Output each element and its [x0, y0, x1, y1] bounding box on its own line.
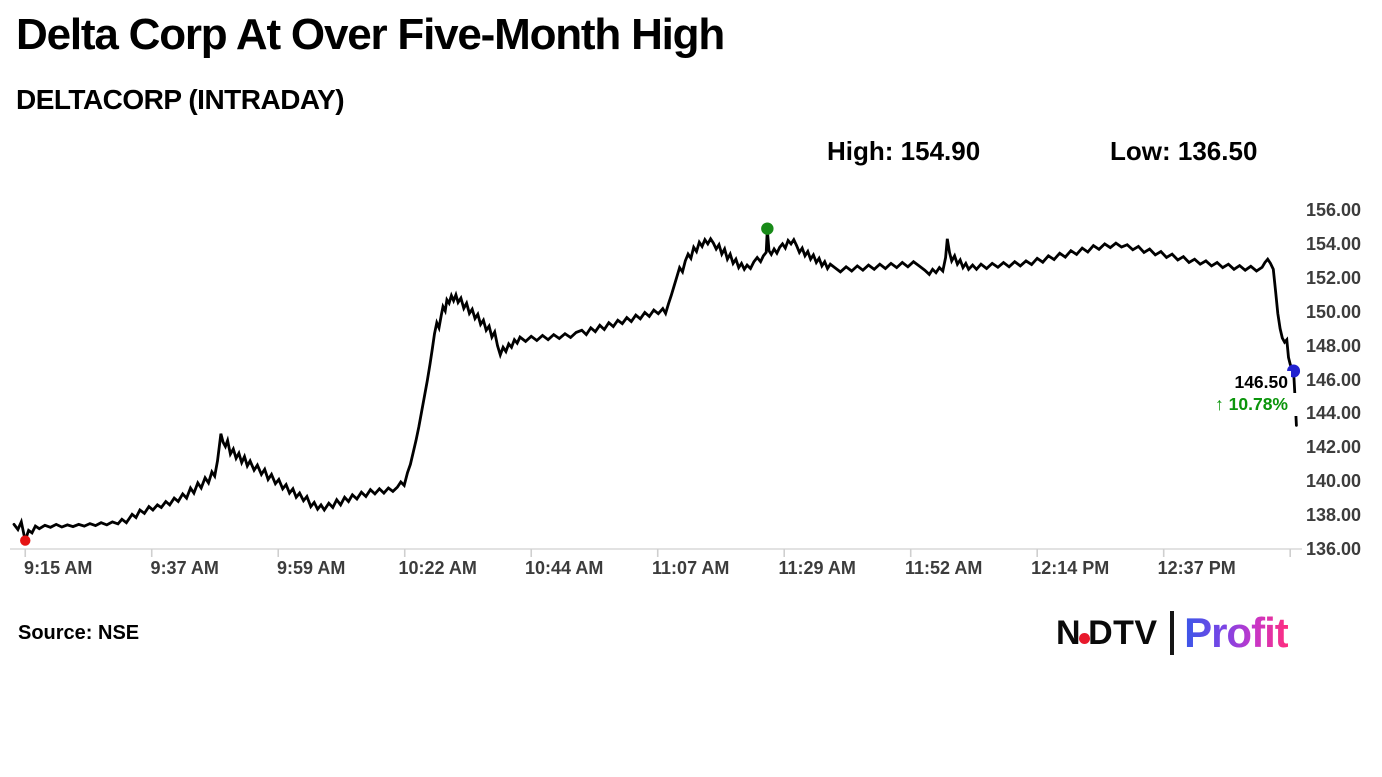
logo-separator [1169, 611, 1175, 655]
x-tick-label: 9:59 AM [277, 558, 346, 578]
ndtv-red-dot-icon [1079, 632, 1091, 644]
high-label: High: [827, 136, 894, 166]
x-axis-ticks [24, 549, 1291, 557]
price-line-series [12, 229, 1298, 546]
y-tick-label: 142.00 [1306, 437, 1362, 458]
high-value: 154.90 [900, 136, 981, 166]
page-title: Delta Corp At Over Five-Month High [16, 10, 725, 59]
x-tick-label: 9:37 AM [150, 558, 219, 578]
x-tick-label: 10:22 AM [398, 558, 477, 578]
up-arrow-icon: ↑ [1215, 394, 1224, 414]
x-tick-label: 10:44 AM [525, 558, 604, 578]
source-label: Source: NSE [18, 622, 140, 644]
x-tick-label: 11:52 AM [905, 558, 983, 578]
ndtv-profit-logo: N DTV Profit [1056, 608, 1289, 658]
low-stat: Low: 136.50 [1110, 136, 1257, 167]
y-tick-label: 140.00 [1306, 471, 1362, 492]
ndtv-letter-n: N [1056, 613, 1082, 652]
chart-markers [20, 222, 1301, 546]
ndtv-letters-dtv: DTV [1088, 613, 1158, 652]
x-tick-label: 11:29 AM [778, 558, 856, 578]
y-tick-label: 144.00 [1306, 403, 1362, 424]
x-tick-label: 12:37 PM [1157, 558, 1236, 578]
profit-wordmark: Profit [1184, 609, 1289, 656]
x-tick-label: 12:14 PM [1031, 558, 1110, 578]
last-price-label: 146.50 [1226, 371, 1291, 393]
high-marker [761, 222, 774, 235]
y-tick-label: 154.00 [1306, 233, 1362, 254]
y-tick-label: 136.00 [1306, 539, 1362, 559]
y-tick-label: 152.00 [1306, 267, 1362, 288]
chart-subtitle: DELTACORP (INTRADAY) [16, 84, 345, 115]
high-stat: High: 154.90 [827, 136, 980, 167]
change-percent-label: ↑ 10.78% [1207, 393, 1299, 416]
low-label: Low: [1110, 136, 1171, 166]
x-tick-label: 11:07 AM [652, 558, 730, 578]
low-value: 136.50 [1177, 136, 1258, 166]
ndtv-wordmark: N DTV [1056, 614, 1158, 653]
y-tick-label: 156.00 [1306, 200, 1362, 220]
low-marker [20, 535, 31, 546]
y-tick-label: 138.00 [1306, 505, 1362, 526]
y-tick-label: 150.00 [1306, 301, 1362, 322]
x-tick-label: 9:15 AM [24, 558, 93, 578]
y-tick-label: 148.00 [1306, 335, 1362, 356]
y-tick-label: 146.00 [1306, 369, 1362, 390]
change-percent-value: 10.78% [1228, 394, 1288, 414]
